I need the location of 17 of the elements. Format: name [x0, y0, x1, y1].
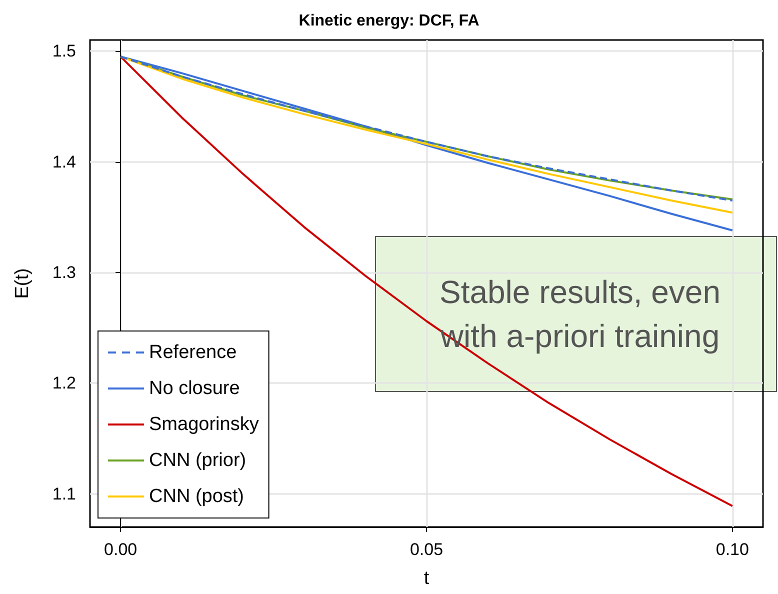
x-axis-title: t — [424, 568, 430, 589]
y-tick-label: 1.4 — [52, 152, 76, 172]
y-tick-label: 1.3 — [52, 262, 76, 282]
y-tick-label: 1.5 — [52, 42, 76, 61]
chart-title: Kinetic energy: DCF, FA — [298, 12, 480, 30]
x-tick-label: 0.05 — [410, 540, 444, 559]
line-series — [120, 56, 734, 507]
legend-label: CNN (prior) — [149, 450, 246, 471]
y-tick-label: 1.2 — [52, 374, 76, 393]
y-tick-label: 1.1 — [52, 484, 76, 504]
x-tick-label: 0.10 — [716, 540, 749, 559]
x-tick-label: 0.00 — [104, 540, 138, 559]
legend-label: Reference — [149, 342, 237, 363]
y-axis-title: E(t) — [12, 268, 33, 299]
legend-label: Smagorinsky — [149, 414, 260, 435]
legend-label: CNN (post) — [149, 486, 244, 507]
legend-label: No closure — [149, 378, 240, 399]
